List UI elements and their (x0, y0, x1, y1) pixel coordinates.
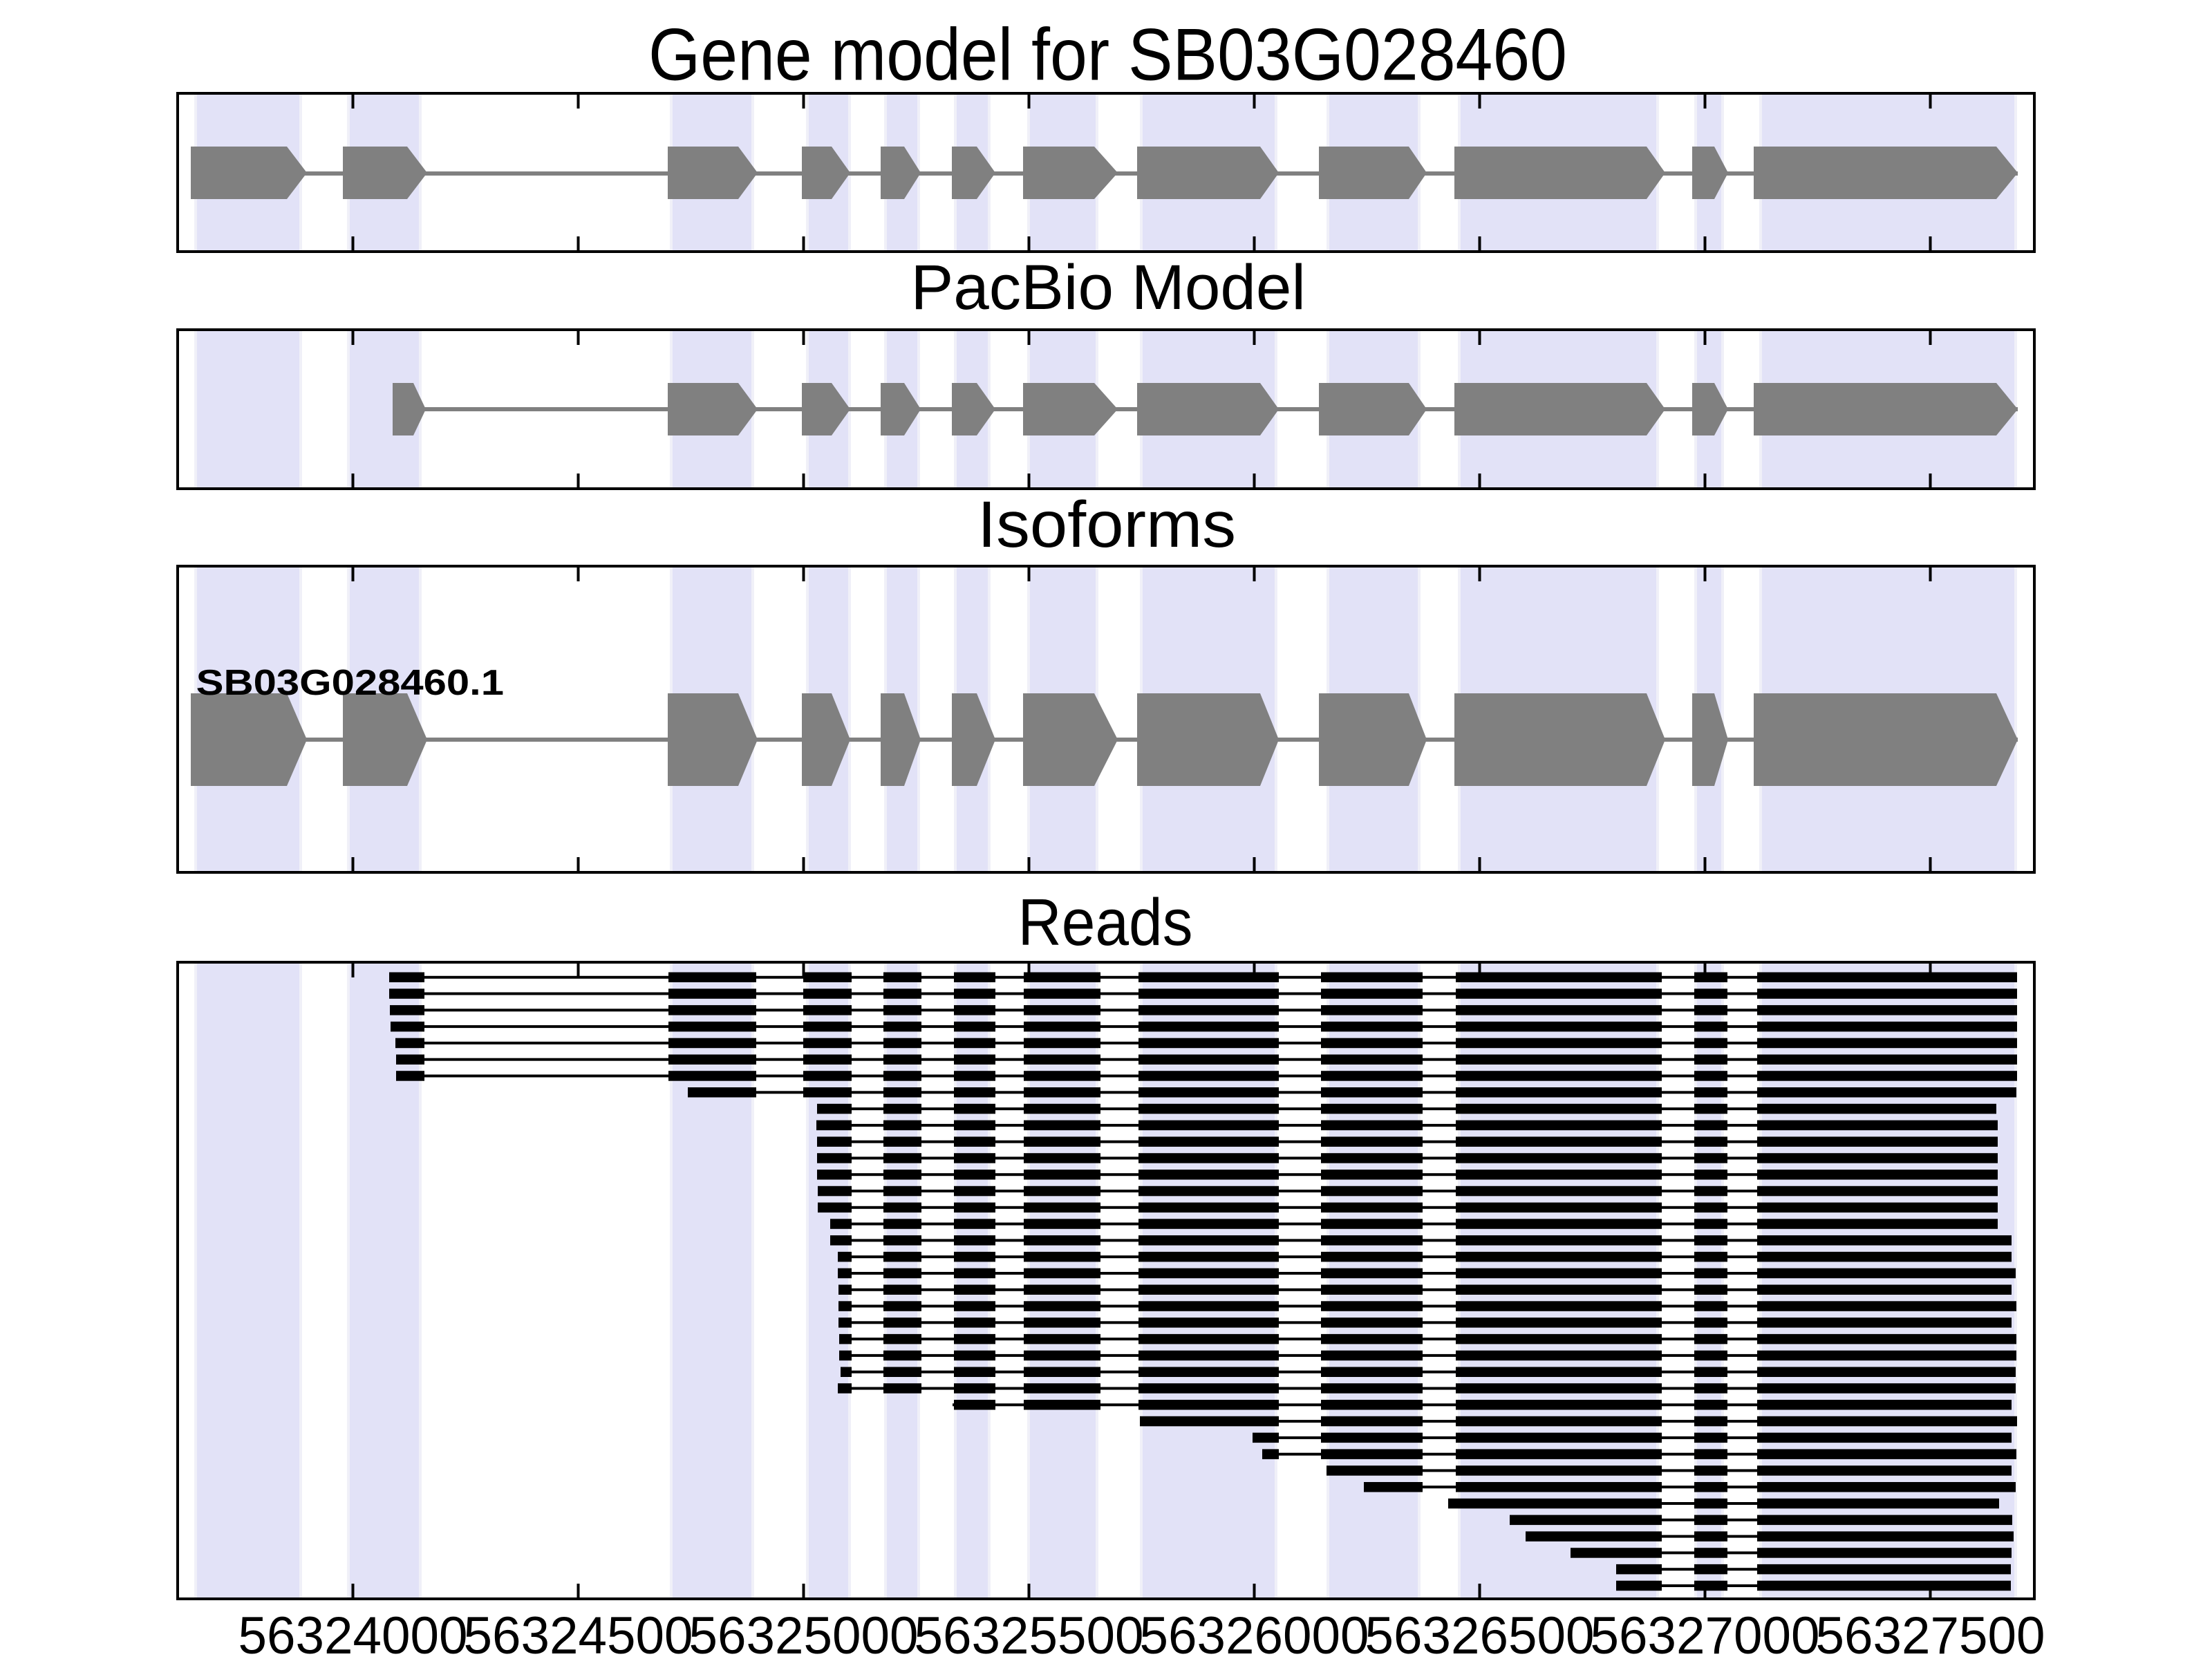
svg-text:56324000: 56324000 (238, 1606, 468, 1659)
svg-text:56325500: 56325500 (915, 1606, 1144, 1659)
svg-text:Gene model for SB03G028460: Gene model for SB03G028460 (648, 13, 1567, 96)
svg-text:56324500: 56324500 (464, 1606, 693, 1659)
svg-text:SB03G028460.1: SB03G028460.1 (196, 663, 504, 703)
svg-text:56327500: 56327500 (1816, 1606, 2045, 1659)
svg-text:PacBio Model: PacBio Model (911, 252, 1306, 323)
svg-text:56326500: 56326500 (1365, 1606, 1595, 1659)
svg-text:56325000: 56325000 (689, 1606, 919, 1659)
svg-text:56326000: 56326000 (1140, 1606, 1369, 1659)
svg-text:Isoforms: Isoforms (977, 488, 1236, 561)
svg-text:56327000: 56327000 (1591, 1606, 1820, 1659)
svg-text:Reads: Reads (1018, 885, 1193, 959)
